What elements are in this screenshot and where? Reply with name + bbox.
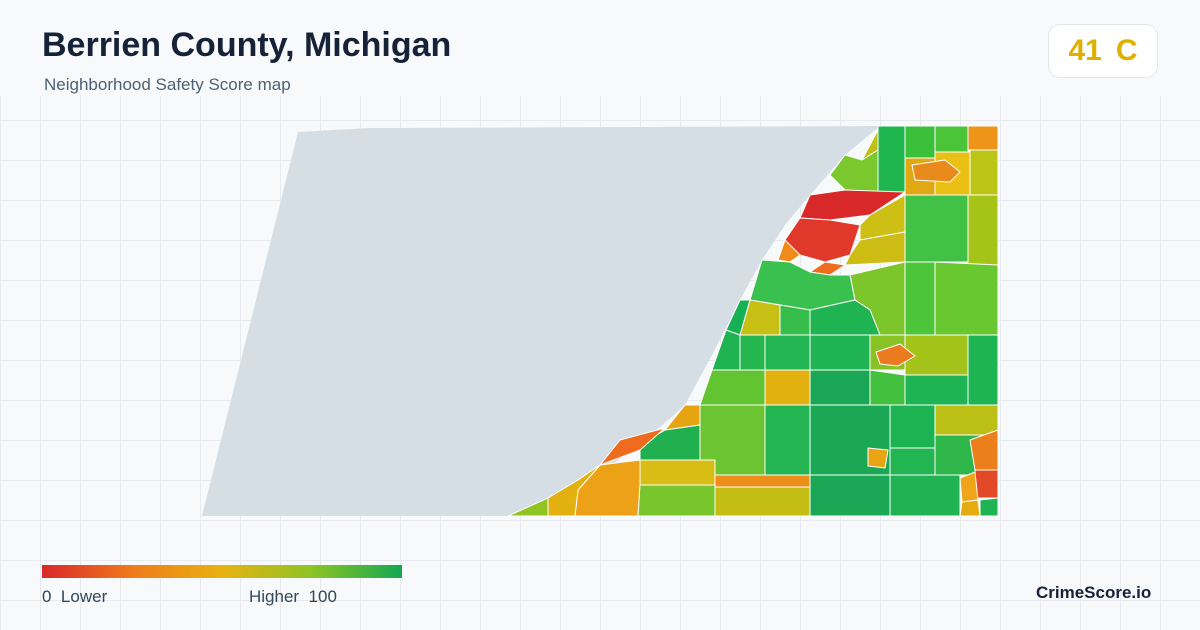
tract <box>877 125 906 193</box>
tract <box>809 369 871 406</box>
legend-low-value: 0 <box>42 587 52 606</box>
tract <box>934 125 969 153</box>
page-title: Berrien County, Michigan <box>42 26 452 64</box>
tract <box>639 459 716 486</box>
tract <box>507 497 549 517</box>
score-badge: 41 C <box>1048 24 1158 78</box>
tract <box>959 471 979 503</box>
tract <box>967 194 999 266</box>
legend-high: Higher 100 <box>249 587 337 607</box>
tract <box>904 125 936 159</box>
tract <box>867 447 889 469</box>
tract <box>875 343 916 367</box>
legend-low: 0 Lower <box>42 587 107 607</box>
score-value: 41 <box>1068 34 1102 67</box>
tract <box>699 369 766 406</box>
tract <box>764 404 811 476</box>
tract <box>934 404 999 436</box>
lake-michigan <box>202 126 880 516</box>
tract <box>889 404 936 449</box>
tract <box>889 447 936 476</box>
tract <box>979 497 999 517</box>
legend-low-label: Lower <box>60 587 108 606</box>
tract <box>809 299 881 336</box>
tract <box>959 499 981 517</box>
tract <box>934 261 999 336</box>
tract <box>809 474 891 517</box>
tract <box>637 484 716 517</box>
tract <box>904 374 969 406</box>
tract <box>974 469 999 499</box>
tract <box>904 194 969 263</box>
tract <box>764 369 811 406</box>
tract <box>764 334 811 371</box>
tract <box>969 149 999 196</box>
tract <box>889 474 961 517</box>
legend-high-value: 100 <box>308 587 337 606</box>
tract <box>967 125 999 151</box>
tract <box>967 334 999 406</box>
legend-high-label: Higher <box>249 587 300 606</box>
tract <box>739 334 766 371</box>
tract <box>599 427 666 466</box>
tract <box>639 424 701 461</box>
tract <box>911 159 961 183</box>
tract <box>904 261 936 336</box>
legend-gradient-bar <box>42 565 402 578</box>
neighborhood-tracts <box>507 125 999 517</box>
header-band <box>0 0 1200 96</box>
tract <box>869 369 906 406</box>
page-subtitle: Neighborhood Safety Score map <box>44 75 291 94</box>
brand-logo-text[interactable]: CrimeScore.io <box>1036 583 1152 602</box>
tract <box>714 486 811 517</box>
score-grade: C <box>1115 34 1138 67</box>
tract <box>714 474 811 488</box>
tract <box>779 304 811 336</box>
tract <box>809 334 871 371</box>
